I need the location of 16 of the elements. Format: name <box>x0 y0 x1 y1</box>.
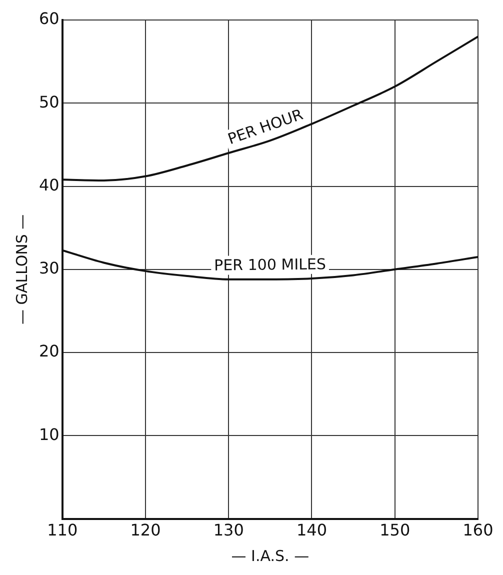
x-tick-label: 120 <box>130 520 161 540</box>
series-label: PER 100 MILES <box>214 255 326 274</box>
y-tick-label: 50 <box>39 92 60 112</box>
x-tick-label: 110 <box>47 520 78 540</box>
x-tick-label: 150 <box>380 520 410 540</box>
x-tick-label: 160 <box>462 520 494 540</box>
y-tick-label: 60 <box>39 9 60 28</box>
x-tick-label: 130 <box>213 520 244 540</box>
y-axis-title: — GALLONS — <box>12 214 31 324</box>
y-tick-label: 30 <box>39 258 60 278</box>
y-tick-label: 10 <box>39 424 60 444</box>
x-tick-label: 140 <box>296 520 328 540</box>
y-tick-label: 20 <box>39 342 60 361</box>
x-axis-title: — I.A.S. — <box>231 546 310 565</box>
y-tick-label: 40 <box>39 175 60 194</box>
text: PER HOUR <box>225 105 306 148</box>
